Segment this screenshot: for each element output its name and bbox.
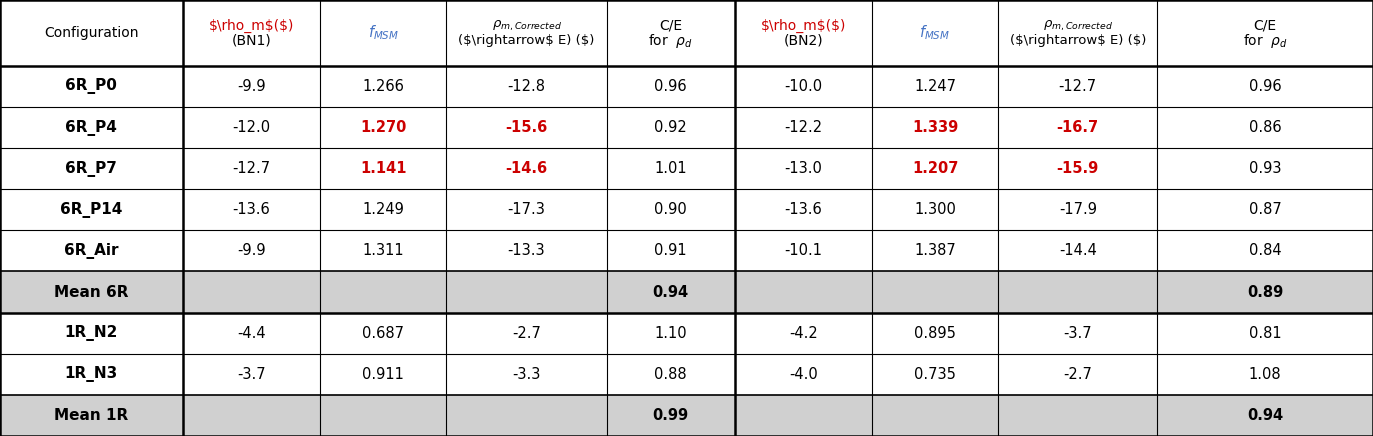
Text: -10.0: -10.0 <box>784 79 822 94</box>
Text: $\rho_{m,Corrected}$: $\rho_{m,Corrected}$ <box>492 18 562 33</box>
Text: 1.266: 1.266 <box>362 79 404 94</box>
Bar <box>0 313 1373 354</box>
Text: ($\rightarrow$ E) ($): ($\rightarrow$ E) ($) <box>1009 34 1146 47</box>
Text: 0.88: 0.88 <box>655 367 686 382</box>
Text: 1.141: 1.141 <box>360 161 406 176</box>
Text: C/E: C/E <box>1254 18 1277 33</box>
Text: -16.7: -16.7 <box>1057 120 1098 135</box>
Text: $\rho_m$($): $\rho_m$($) <box>209 18 294 33</box>
Text: -15.9: -15.9 <box>1057 161 1098 176</box>
Text: $\rho_{m,Corrected}$: $\rho_{m,Corrected}$ <box>1042 18 1114 33</box>
Text: 0.81: 0.81 <box>1249 326 1281 341</box>
Text: 0.99: 0.99 <box>652 408 689 423</box>
Text: $f_{MSM}$: $f_{MSM}$ <box>920 24 950 42</box>
Bar <box>0 189 1373 230</box>
Text: for  $\rho_d$: for $\rho_d$ <box>1243 32 1288 50</box>
Text: Mean 6R: Mean 6R <box>54 285 129 300</box>
Text: 0.92: 0.92 <box>655 120 686 135</box>
Text: -10.1: -10.1 <box>784 243 822 259</box>
Text: -14.4: -14.4 <box>1059 243 1097 259</box>
Text: -2.7: -2.7 <box>512 326 541 341</box>
Bar <box>0 272 1373 313</box>
Text: 0.96: 0.96 <box>1249 79 1281 94</box>
Text: $f_{MSM}$: $f_{MSM}$ <box>368 24 398 42</box>
Text: 0.84: 0.84 <box>1249 243 1281 259</box>
Text: 0.94: 0.94 <box>652 285 689 300</box>
Text: 1.311: 1.311 <box>362 243 404 259</box>
Text: -12.0: -12.0 <box>232 120 270 135</box>
Text: 0.94: 0.94 <box>1247 408 1284 423</box>
Text: 6R_Air: 6R_Air <box>65 243 118 259</box>
Text: 0.895: 0.895 <box>914 326 956 341</box>
Text: 6R_P4: 6R_P4 <box>66 119 117 136</box>
Text: 1.01: 1.01 <box>655 161 686 176</box>
Text: 1R_N2: 1R_N2 <box>65 325 118 341</box>
Text: 0.87: 0.87 <box>1249 202 1281 217</box>
Text: 1.08: 1.08 <box>1249 367 1281 382</box>
Text: 0.93: 0.93 <box>1249 161 1281 176</box>
Text: 1.249: 1.249 <box>362 202 404 217</box>
Text: 0.911: 0.911 <box>362 367 404 382</box>
Text: 1.300: 1.300 <box>914 202 956 217</box>
Text: 6R_P14: 6R_P14 <box>60 202 122 218</box>
Text: 0.91: 0.91 <box>655 243 686 259</box>
Text: $\rho_m$($): $\rho_m$($) <box>761 18 846 33</box>
Text: -17.3: -17.3 <box>508 202 545 217</box>
Text: (BN2): (BN2) <box>784 34 822 48</box>
Text: 1R_N3: 1R_N3 <box>65 366 118 382</box>
Text: (BN1): (BN1) <box>232 34 270 48</box>
Bar <box>0 148 1373 189</box>
Text: -13.0: -13.0 <box>784 161 822 176</box>
Text: 0.687: 0.687 <box>362 326 404 341</box>
Bar <box>0 395 1373 436</box>
Text: 0.96: 0.96 <box>655 79 686 94</box>
Bar <box>0 0 1373 66</box>
Text: -3.7: -3.7 <box>1064 326 1092 341</box>
Text: -12.7: -12.7 <box>1059 79 1097 94</box>
Text: -3.7: -3.7 <box>238 367 265 382</box>
Text: 1.339: 1.339 <box>912 120 958 135</box>
Text: -17.9: -17.9 <box>1059 202 1097 217</box>
Text: 1.247: 1.247 <box>914 79 956 94</box>
Text: -12.2: -12.2 <box>784 120 822 135</box>
Text: Configuration: Configuration <box>44 26 139 40</box>
Bar <box>0 107 1373 148</box>
Text: -12.8: -12.8 <box>508 79 545 94</box>
Text: for  $\rho_d$: for $\rho_d$ <box>648 32 693 50</box>
Text: 6R_P0: 6R_P0 <box>66 78 117 94</box>
Text: 1.207: 1.207 <box>912 161 958 176</box>
Bar <box>0 230 1373 272</box>
Text: ($\rightarrow$ E) ($): ($\rightarrow$ E) ($) <box>459 34 595 47</box>
Text: 1.10: 1.10 <box>655 326 686 341</box>
Text: C/E: C/E <box>659 18 682 33</box>
Text: -12.7: -12.7 <box>232 161 270 176</box>
Text: 0.90: 0.90 <box>655 202 686 217</box>
Text: -3.3: -3.3 <box>512 367 541 382</box>
Text: -14.6: -14.6 <box>505 161 548 176</box>
Text: -4.0: -4.0 <box>789 367 817 382</box>
Text: 0.86: 0.86 <box>1249 120 1281 135</box>
Text: -4.4: -4.4 <box>238 326 265 341</box>
Text: Mean 1R: Mean 1R <box>54 408 129 423</box>
Text: -9.9: -9.9 <box>238 243 265 259</box>
Text: 1.270: 1.270 <box>360 120 406 135</box>
Text: -13.3: -13.3 <box>508 243 545 259</box>
Bar <box>0 66 1373 107</box>
Bar <box>0 354 1373 395</box>
Text: 0.735: 0.735 <box>914 367 956 382</box>
Text: -15.6: -15.6 <box>505 120 548 135</box>
Text: 6R_P7: 6R_P7 <box>66 160 117 177</box>
Text: -9.9: -9.9 <box>238 79 265 94</box>
Text: 1.387: 1.387 <box>914 243 956 259</box>
Text: -4.2: -4.2 <box>789 326 817 341</box>
Text: -2.7: -2.7 <box>1063 367 1093 382</box>
Text: 0.89: 0.89 <box>1247 285 1284 300</box>
Text: -13.6: -13.6 <box>784 202 822 217</box>
Text: -13.6: -13.6 <box>232 202 270 217</box>
